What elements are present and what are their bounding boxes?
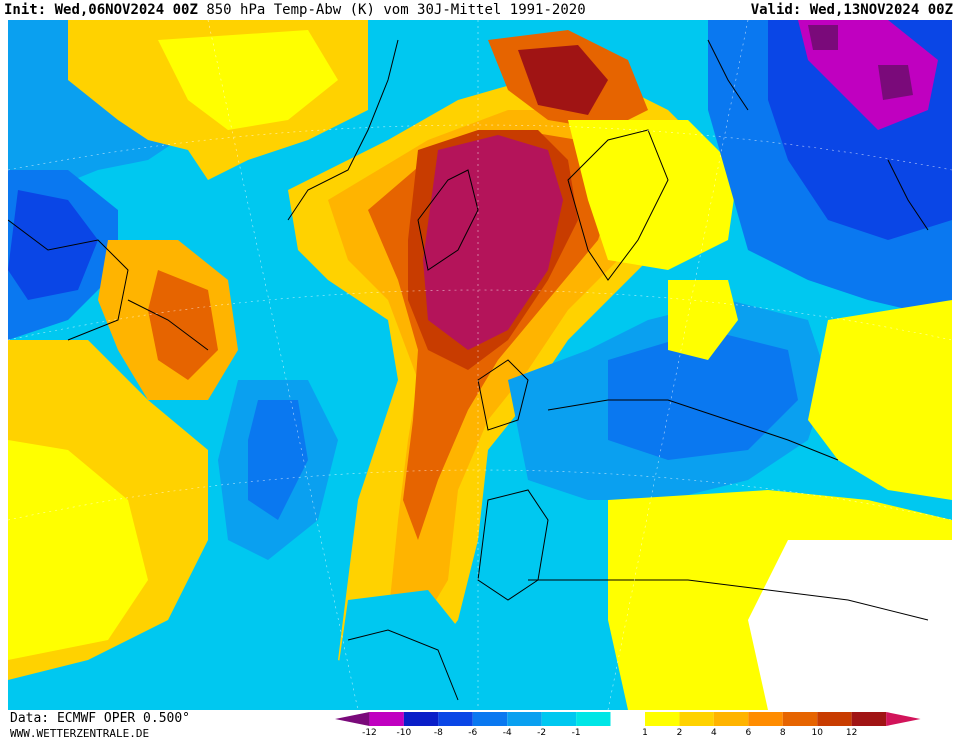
anomaly-region-labrador-core [8, 190, 98, 300]
legend-swatch [610, 712, 645, 726]
anomaly-region-siberia-purple-2 [878, 65, 913, 100]
init-label: Init: [4, 2, 47, 18]
valid-value: Wed,13NOV2024 00Z [809, 2, 953, 18]
legend-tick-label: -2 [537, 728, 547, 738]
init-value: Wed,06NOV2024 00Z [54, 2, 198, 18]
valid-label: Valid: [750, 2, 802, 18]
legend-swatch [438, 712, 473, 726]
legend-tick-label: -12 [362, 728, 377, 738]
legend-swatch [472, 712, 508, 726]
legend-swatch [541, 712, 577, 726]
legend-swatch [679, 712, 714, 726]
legend-tick-label: -10 [396, 728, 412, 738]
anomaly-region-nw-africa-cold [338, 590, 468, 710]
color-legend: -12 -10 -8 -6 -4 -2 -1 1 2 4 6 8 10 12 [335, 712, 955, 740]
legend-tick-label: 8 [779, 728, 786, 738]
anomaly-region-arctic-yellow [158, 30, 338, 130]
website-label: WWW.WETTERZENTRALE.DE [10, 727, 150, 740]
legend-swatch [713, 712, 749, 726]
legend-tick-label: 2 [676, 728, 683, 738]
legend-bar [335, 712, 921, 726]
anomaly-region-midatlantic-colder [248, 400, 308, 520]
temperature-anomaly-map [8, 20, 952, 710]
anomaly-region-sw-yellow [8, 440, 148, 660]
anomaly-region-iceland-max [423, 135, 563, 350]
legend-swatch [748, 712, 783, 726]
legend-tick-label: -8 [433, 728, 443, 738]
legend-swatch [369, 712, 404, 726]
anomaly-region-newfoundland-hot [148, 270, 218, 380]
legend-tick-label: 6 [745, 728, 752, 738]
legend-tick-label: 1 [642, 728, 648, 738]
legend-swatch [851, 712, 887, 726]
graticule [8, 20, 952, 710]
legend-arrow-left [335, 712, 370, 726]
legend-tick-label: -6 [468, 728, 478, 738]
legend-swatch [817, 712, 852, 726]
legend-tick-label: -4 [502, 728, 512, 738]
data-source-label: Data: ECMWF OPER 0.500° [10, 711, 191, 726]
anomaly-region-africa-neutral [748, 540, 952, 710]
map-header: Init: Wed,06NOV2024 00Z 850 hPa Temp-Abw… [0, 0, 959, 20]
legend-swatch [645, 712, 680, 726]
legend-tick-label: 4 [711, 728, 717, 738]
coastlines [8, 39, 929, 701]
legend-tick-label: 10 [811, 728, 823, 738]
anomaly-region-scandinavia-warm [568, 120, 738, 270]
anomaly-region-siberia-purple [808, 25, 838, 50]
legend-swatch [576, 712, 611, 726]
legend-swatch [782, 712, 818, 726]
map-canvas [8, 20, 952, 710]
legend-tick-label: -1 [571, 728, 581, 738]
legend-swatch [403, 712, 439, 726]
anomaly-region-east-warm [808, 300, 952, 500]
anomaly-region-barents-peak [518, 45, 608, 115]
map-title: 850 hPa Temp-Abw (K) vom 30J-Mittel 1991… [206, 2, 586, 18]
anomaly-region-baltic-warm [668, 280, 738, 360]
legend-tick-label: 12 [845, 728, 858, 738]
legend-swatch [507, 712, 542, 726]
legend-arrow-right [886, 712, 921, 726]
